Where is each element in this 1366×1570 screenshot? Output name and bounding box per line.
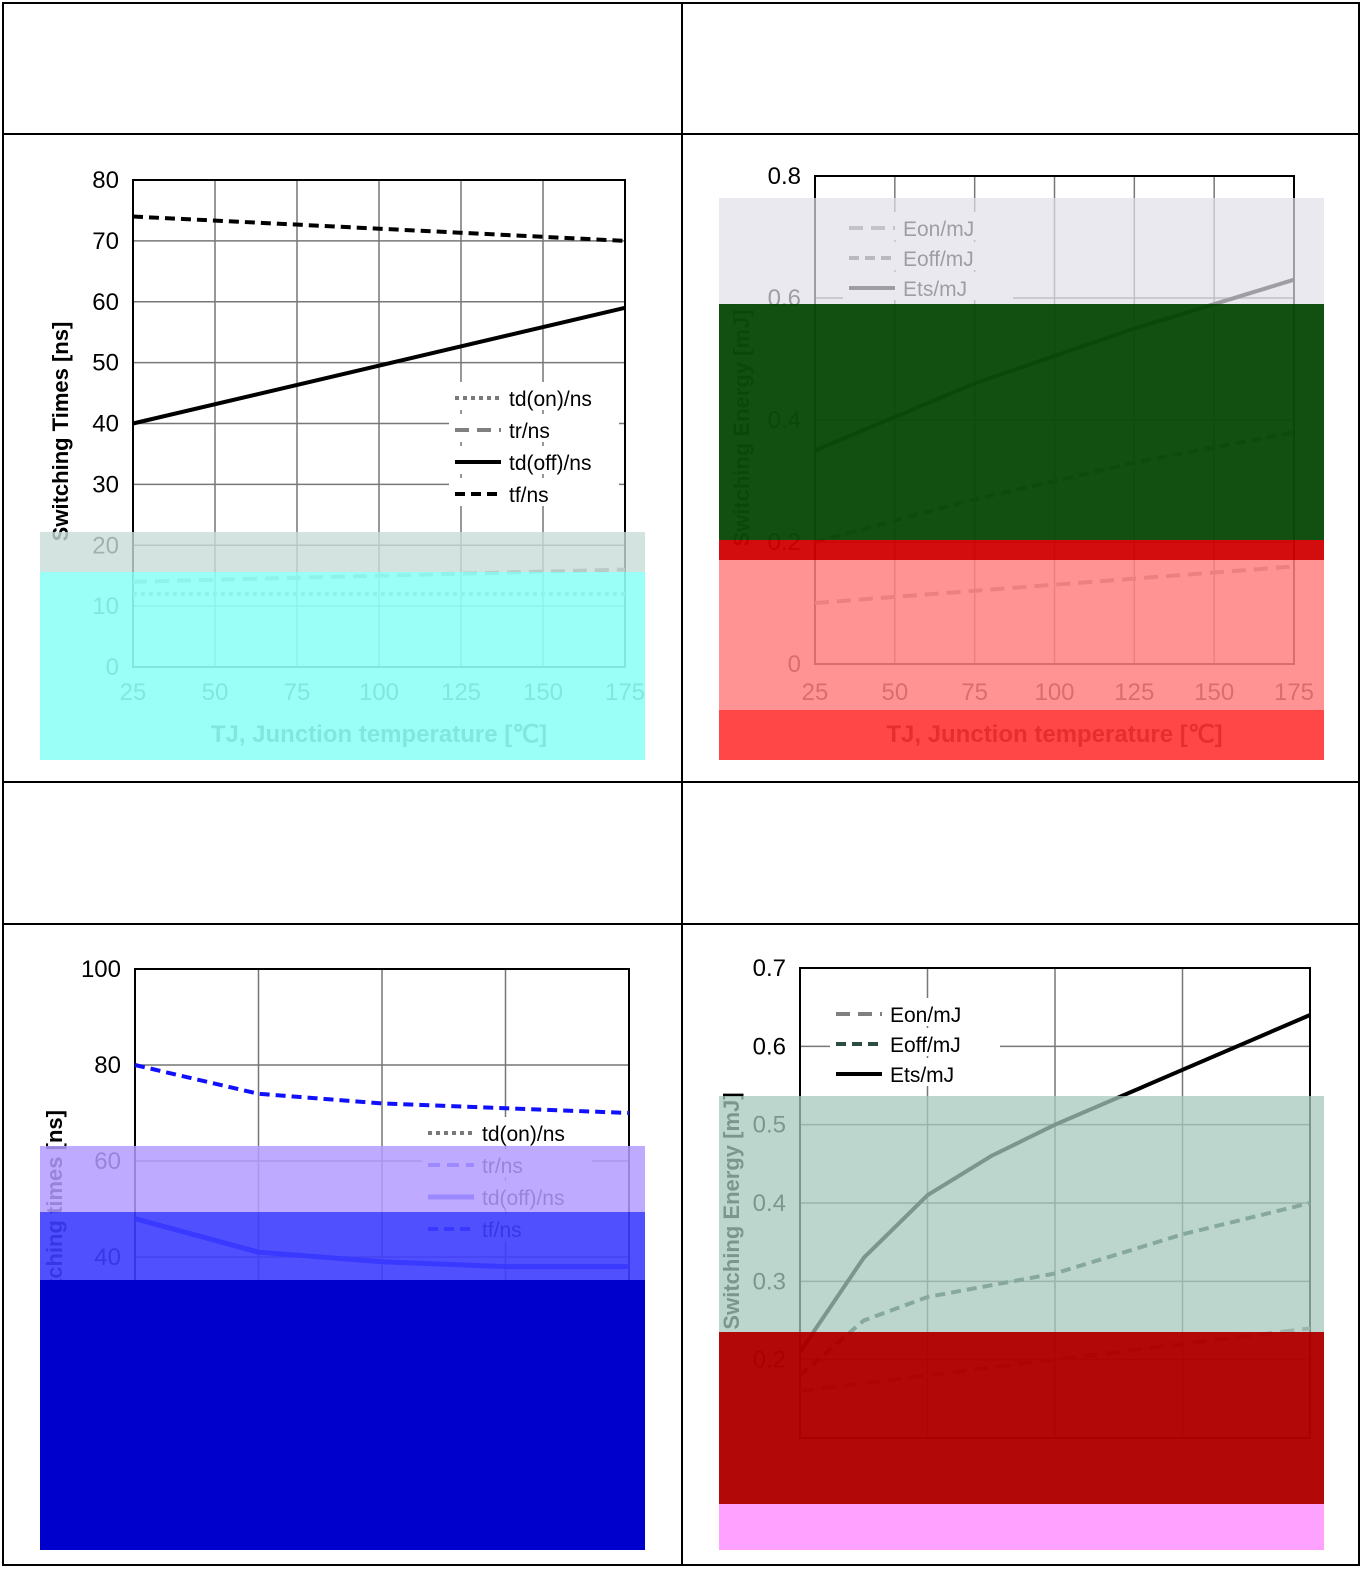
y-tick-label: 80 — [92, 167, 119, 194]
table-divider-row2 — [2, 781, 1360, 783]
y-tick-label: 80 — [94, 1052, 121, 1079]
y-tick-label: 0.8 — [768, 163, 801, 190]
y-tick-label: 100 — [81, 956, 121, 983]
legend-bg — [449, 382, 619, 410]
glitch-overlay — [719, 540, 1324, 560]
legend-label: Eoff/mJ — [890, 1034, 961, 1057]
glitch-overlay — [40, 1146, 645, 1212]
series-line-3 — [132, 214, 626, 243]
glitch-overlay — [719, 304, 1324, 540]
switching-energy-chart-2: 0.20.30.40.50.60.7Switching Energy [mJ]E… — [719, 955, 1324, 1550]
glitch-overlay — [719, 198, 1324, 304]
glitch-overlay — [719, 710, 1324, 760]
y-axis-label: Switching Times [ns] — [48, 322, 73, 542]
table-border-left — [2, 2, 4, 1566]
glitch-overlay — [719, 560, 1324, 710]
glitch-overlay — [40, 532, 645, 572]
legend-label: td(off)/ns — [509, 452, 591, 475]
switching-energy-chart: 00.20.40.60.8255075100125150175Switching… — [719, 163, 1324, 760]
switching-times-chart: 01020304050607080255075100125150175Switc… — [40, 167, 645, 760]
series-line-3 — [134, 1063, 630, 1115]
legend-label: Ets/mJ — [890, 1064, 954, 1087]
table-divider-row1 — [2, 133, 1360, 135]
glitch-overlay — [40, 572, 645, 760]
legend-label: td(on)/ns — [482, 1123, 565, 1146]
glitch-overlay — [719, 1504, 1324, 1550]
y-tick-label: 0.7 — [753, 955, 786, 982]
legend-label: td(on)/ns — [509, 388, 592, 411]
glitch-overlay — [719, 1332, 1324, 1504]
legend-label: tr/ns — [509, 420, 550, 443]
table-divider-vertical — [681, 2, 683, 1566]
legend-label: tf/ns — [509, 484, 549, 507]
y-tick-label: 40 — [92, 411, 119, 438]
y-tick-label: 60 — [92, 289, 119, 316]
glitch-overlay — [719, 1096, 1324, 1332]
legend-bg — [422, 1117, 592, 1145]
glitch-overlay — [40, 1212, 645, 1280]
y-tick-label: 0.6 — [753, 1033, 786, 1060]
table-border-right — [1358, 2, 1360, 1566]
y-tick-label: 70 — [92, 228, 119, 255]
series-line-2 — [132, 305, 626, 426]
glitch-overlay — [40, 1280, 645, 1550]
table-divider-row3 — [2, 923, 1360, 925]
y-tick-label: 30 — [92, 471, 119, 498]
legend-label: Eon/mJ — [890, 1004, 961, 1027]
y-tick-label: 50 — [92, 350, 119, 377]
switching-times-chart-2: 406080100Switching times [ns]td(on)/nstr… — [40, 956, 645, 1550]
